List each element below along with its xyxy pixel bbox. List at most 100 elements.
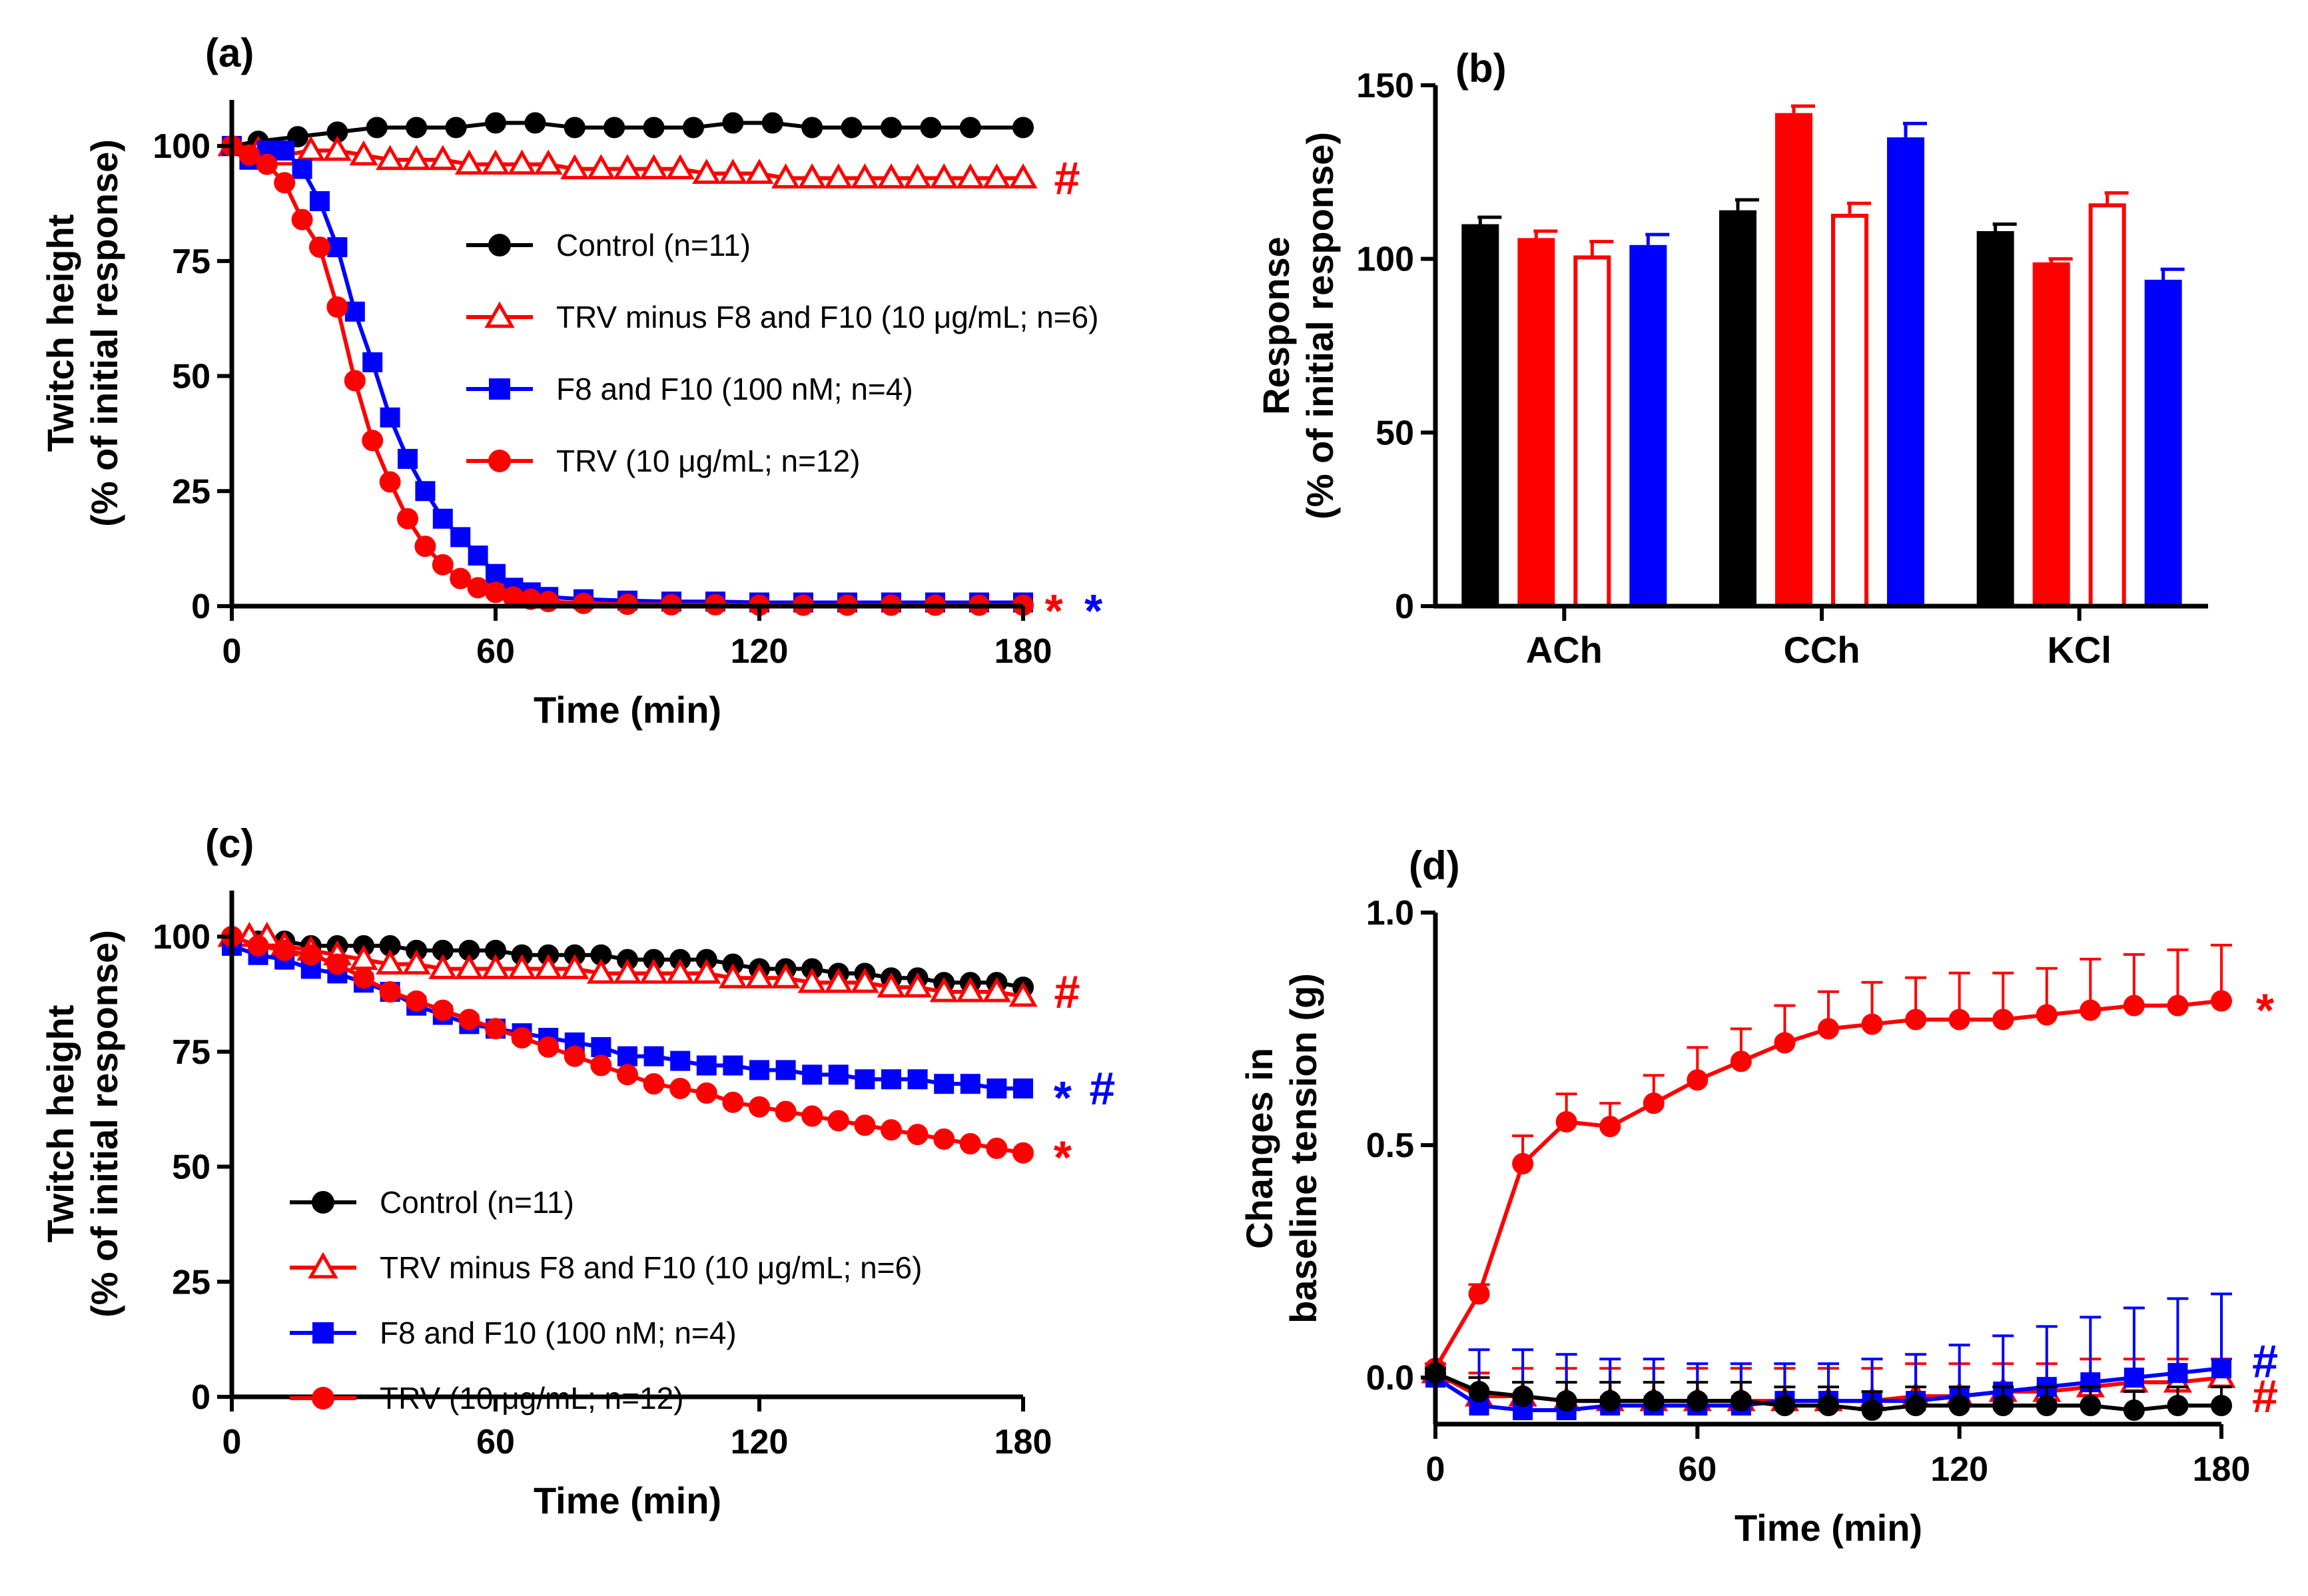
x-axis-title: Time (min)	[534, 689, 721, 731]
bar	[1976, 230, 2014, 607]
significance-mark: *	[1054, 1132, 1072, 1184]
data-point	[723, 1055, 743, 1076]
y-axis-title: Twitch height(% of initial response)	[39, 930, 125, 1318]
data-point	[274, 172, 296, 194]
data-point	[326, 953, 348, 975]
data-point	[274, 939, 296, 961]
data-point	[692, 159, 721, 184]
data-point	[362, 430, 384, 452]
data-point	[1008, 163, 1038, 189]
legend: Control (n=11) TRV minus F8 and F10 (10 μ…	[290, 1185, 922, 1415]
data-point	[881, 1069, 901, 1090]
data-point	[327, 237, 348, 258]
data-point	[603, 117, 625, 139]
y-axis-title: Changes inbaseline tension (g)	[1238, 973, 1324, 1324]
legend-marker	[489, 378, 510, 400]
y-axis-title-line: (% of initial response)	[83, 930, 125, 1318]
data-point	[376, 145, 405, 171]
data-point	[670, 1050, 691, 1071]
data-point	[956, 163, 985, 189]
data-point	[827, 1110, 849, 1132]
data-point	[379, 471, 401, 493]
data-point	[2167, 995, 2189, 1016]
data-point	[402, 949, 431, 975]
data-point	[1643, 1390, 1665, 1412]
data-point	[534, 149, 563, 175]
x-tick-label: 0	[222, 1423, 242, 1461]
data-point	[1468, 1283, 1490, 1305]
panel-label: (b)	[1455, 46, 1507, 91]
data-point	[1730, 1050, 1752, 1072]
data-point	[1687, 1069, 1709, 1091]
data-point	[907, 1124, 929, 1146]
data-point	[643, 1046, 664, 1066]
data-point	[481, 149, 510, 175]
y-axis-title: Twitch height(% of initial response)	[39, 139, 125, 527]
data-point	[428, 145, 458, 171]
data-point	[929, 163, 959, 189]
bar	[1573, 255, 1611, 609]
y-axis-title-line: (% of initial response)	[83, 139, 125, 527]
y-tick-label: 50	[172, 358, 210, 396]
bar	[1517, 238, 1555, 606]
data-point	[841, 117, 863, 139]
bar-group	[1629, 232, 1670, 606]
significance-mark: *	[1084, 585, 1103, 637]
series-line	[1433, 998, 2222, 1370]
data-point	[1905, 1008, 1927, 1030]
y-tick-label: 0.5	[1366, 1126, 1414, 1165]
series-3	[221, 926, 1034, 1164]
legend-label: F8 and F10 (100 nM; n=4)	[556, 372, 913, 406]
data-point	[960, 1074, 980, 1094]
data-point	[1818, 1018, 1839, 1040]
y-tick-label: 150	[1356, 67, 1414, 105]
data-point	[1774, 1395, 1796, 1417]
data-point	[2080, 1395, 2102, 1417]
data-point	[1948, 1395, 1970, 1417]
y-axis-title-line: (% of initial response)	[1299, 132, 1341, 520]
data-point	[1599, 1116, 1621, 1138]
data-point	[485, 1018, 506, 1040]
bar	[1719, 210, 1756, 606]
data-point	[481, 954, 510, 979]
y-axis-title-line: Changes in	[1238, 1048, 1280, 1249]
bar-group	[1719, 198, 1759, 606]
data-point	[467, 577, 489, 599]
legend-marker	[484, 301, 515, 328]
data-point	[376, 949, 405, 975]
data-point	[564, 117, 585, 139]
data-point	[982, 977, 1011, 1002]
x-axis-title: Time (min)	[1734, 1507, 1922, 1549]
y-tick-label: 0	[191, 1378, 210, 1417]
data-point	[353, 967, 374, 989]
data-point	[1512, 1153, 1534, 1175]
data-point	[379, 981, 401, 1002]
data-point	[986, 1137, 1008, 1159]
data-point	[771, 163, 801, 189]
data-point	[801, 117, 823, 139]
data-point	[771, 963, 801, 989]
y-tick-label: 1.0	[1366, 894, 1414, 933]
bar-group	[1461, 215, 1502, 606]
data-point	[247, 935, 269, 957]
data-point	[486, 564, 506, 584]
data-point	[722, 1091, 744, 1113]
legend-label: F8 and F10 (100 nM; n=4)	[380, 1316, 737, 1350]
data-point	[508, 149, 537, 175]
bar-group	[1517, 229, 1558, 606]
data-point	[1774, 1032, 1796, 1054]
y-tick-label: 50	[1375, 414, 1414, 452]
data-point	[508, 954, 537, 979]
data-point	[398, 448, 418, 469]
data-point	[402, 145, 431, 171]
series-0	[1425, 943, 2232, 1380]
data-point	[982, 163, 1011, 189]
data-point	[1687, 1390, 1709, 1412]
data-point	[903, 163, 933, 189]
data-point	[617, 1064, 638, 1086]
data-point	[1012, 117, 1034, 139]
legend-marker	[488, 234, 511, 256]
data-point	[310, 191, 330, 211]
significance-mark: #	[2252, 1370, 2278, 1422]
